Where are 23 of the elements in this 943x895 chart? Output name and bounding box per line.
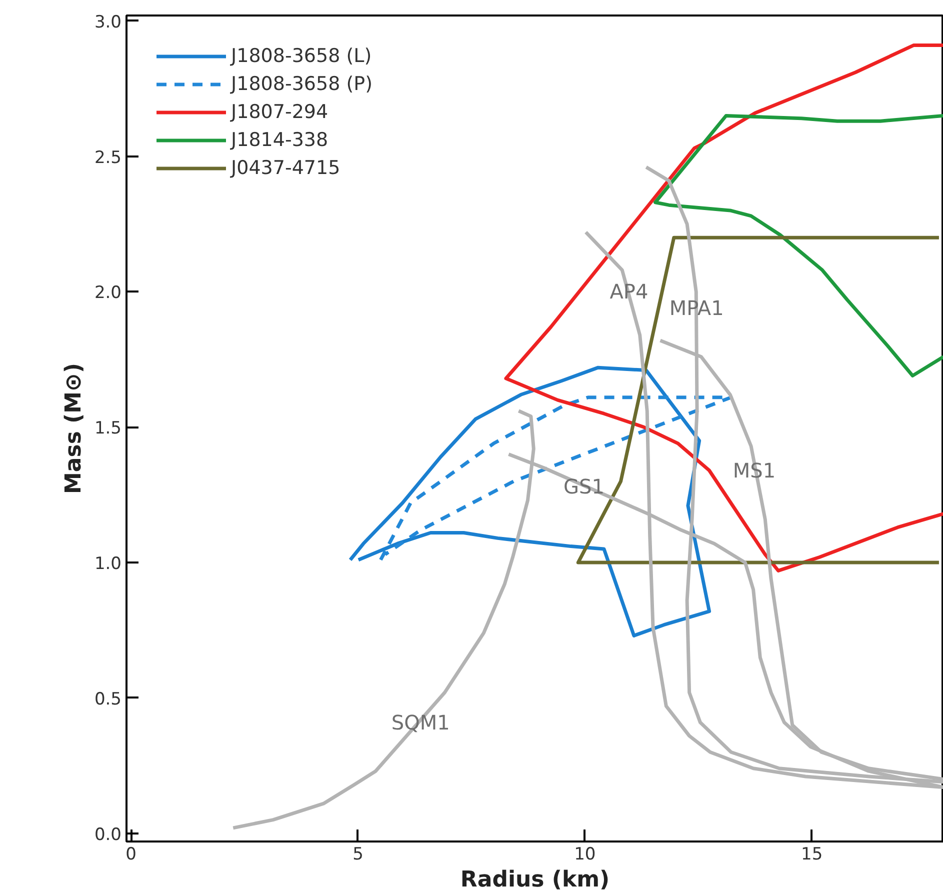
legend-label: J1807-294 <box>231 101 328 123</box>
annotation: MPA1 <box>669 296 724 320</box>
y-tick-label: 2.0 <box>94 283 122 304</box>
annotation: MS1 <box>732 458 776 482</box>
x-tick-label: 0 <box>126 844 136 864</box>
y-axis-title: Mass (M⊙) <box>61 362 86 494</box>
y-tick-label: 3.0 <box>94 12 122 32</box>
legend-label: J1808-3658 (P) <box>231 73 372 95</box>
annotation: GS1 <box>564 474 604 499</box>
x-tick-label: 10 <box>574 844 596 864</box>
y-tick-label: 1.0 <box>94 554 122 574</box>
y-tick-label: 0.5 <box>94 689 122 710</box>
y-tick-label: 0.0 <box>94 824 122 845</box>
x-tick-label: 5 <box>352 844 364 864</box>
annotation: AP4 <box>610 280 648 304</box>
legend-label: J0437-4715 <box>231 157 340 179</box>
y-tick-label: 2.5 <box>94 148 122 168</box>
x-tick-label: 15 <box>801 844 823 864</box>
legend-label: J1808-3658 (L) <box>231 45 372 67</box>
y-tick-label: 1.5 <box>94 418 122 439</box>
annotation: SQM1 <box>391 710 450 734</box>
legend-label: J1814-338 <box>231 129 328 151</box>
x-axis-title: Radius (km) <box>460 868 610 892</box>
